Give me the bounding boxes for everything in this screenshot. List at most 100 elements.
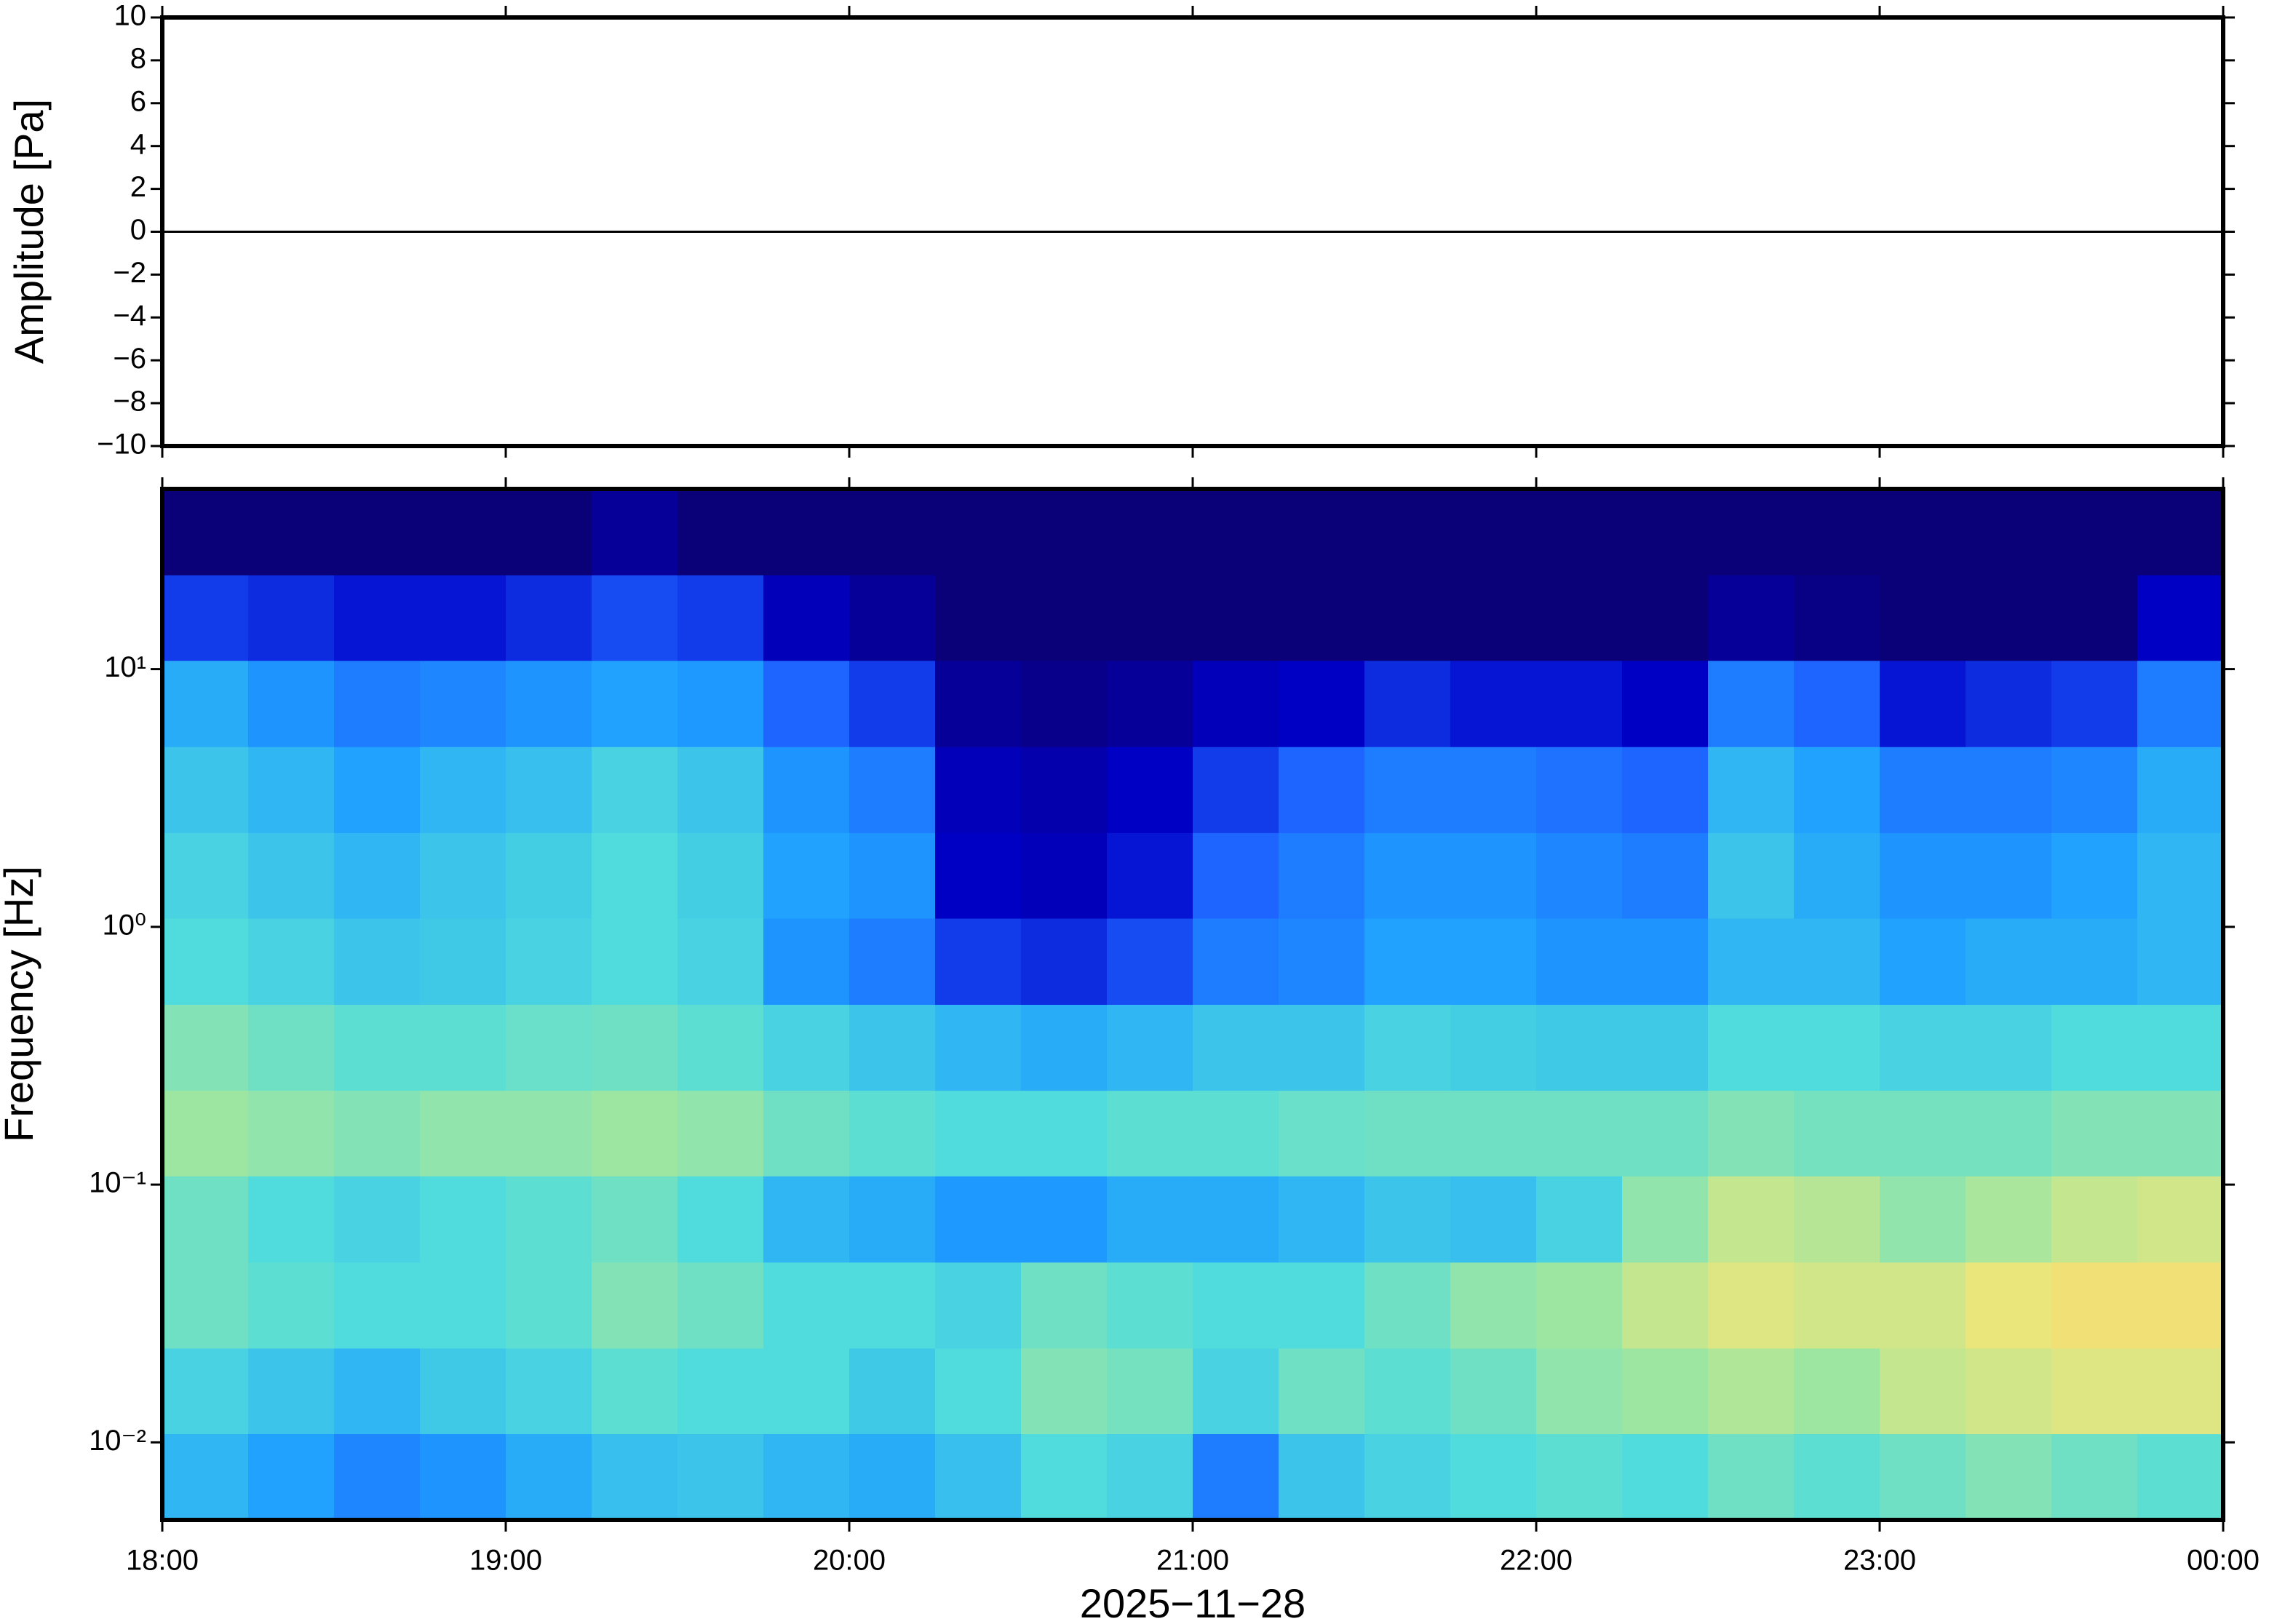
spectrogram-cell bbox=[677, 575, 764, 661]
spectrogram-cell bbox=[162, 1176, 249, 1263]
spectrogram-cell bbox=[1193, 575, 1279, 661]
spectrogram-cell bbox=[763, 660, 850, 747]
spectrogram-cell bbox=[1021, 1176, 1108, 1263]
spectrogram-cell bbox=[935, 918, 1022, 1005]
spectrogram-cell bbox=[1536, 575, 1623, 661]
spectrogram-cell bbox=[1107, 832, 1193, 919]
x-tick-label: 00:00 bbox=[2187, 1545, 2260, 1577]
y-tick-label: 8 bbox=[130, 42, 146, 74]
spectrogram-cell bbox=[849, 918, 936, 1005]
spectrogram-cell bbox=[1021, 747, 1108, 833]
spectrogram-cell bbox=[592, 1433, 678, 1521]
spectrogram-cell bbox=[162, 660, 249, 747]
spectrogram-cell bbox=[1279, 918, 1365, 1005]
spectrogram-cell bbox=[849, 747, 936, 833]
spectrogram-cell bbox=[592, 1090, 678, 1177]
spectrogram-cell bbox=[677, 832, 764, 919]
spectrogram-cell bbox=[506, 575, 592, 661]
spectrogram-cell bbox=[592, 832, 678, 919]
spectrogram-cell bbox=[162, 489, 249, 576]
spectrogram-cell bbox=[2051, 832, 2138, 919]
spectrogram-cell bbox=[935, 575, 1022, 661]
spectrogram-cell bbox=[334, 747, 421, 833]
spectrogram-cell bbox=[1450, 1004, 1537, 1091]
spectrogram-cell bbox=[2137, 1433, 2224, 1521]
spectrogram-cell bbox=[1622, 489, 1709, 576]
spectrogram-cell bbox=[1021, 1433, 1108, 1521]
spectrogram-cell bbox=[1536, 918, 1623, 1005]
spectrogram-cell bbox=[162, 1433, 249, 1521]
spectrogram-cell bbox=[1794, 1090, 1880, 1177]
spectrogram-cell bbox=[1880, 918, 1966, 1005]
spectrogram-cell bbox=[2051, 1262, 2138, 1349]
spectrogram-cell bbox=[2137, 918, 2224, 1005]
spectrogram-cell bbox=[162, 918, 249, 1005]
spectrogram-cell bbox=[1622, 1348, 1709, 1435]
spectrogram-cell bbox=[1279, 747, 1365, 833]
spectrogram-cell bbox=[1880, 1348, 1966, 1435]
spectrogram-cell bbox=[1536, 747, 1623, 833]
spectrogram-cell bbox=[849, 1348, 936, 1435]
spectrogram-cell bbox=[592, 489, 678, 576]
spectrogram-cell bbox=[1193, 1004, 1279, 1091]
spectrogram-cell bbox=[1364, 660, 1451, 747]
spectrogram-cell bbox=[849, 832, 936, 919]
spectrogram-cell bbox=[1450, 660, 1537, 747]
spectrogram-cell bbox=[1279, 575, 1365, 661]
spectrogram-cell bbox=[1364, 1004, 1451, 1091]
y-axis-label: Frequency [Hz] bbox=[0, 866, 41, 1142]
spectrogram-cell bbox=[420, 1433, 506, 1521]
y-tick-label: 10⁻¹ bbox=[89, 1167, 146, 1199]
spectrogram-cell bbox=[248, 1004, 335, 1091]
spectrogram-cell bbox=[1794, 1433, 1880, 1521]
spectrogram-cell bbox=[1794, 1176, 1880, 1263]
spectrogram-cell bbox=[162, 575, 249, 661]
spectrogram-cell bbox=[1021, 575, 1108, 661]
spectrogram-cell bbox=[2051, 1348, 2138, 1435]
spectrogram-cell bbox=[1708, 1176, 1795, 1263]
spectrogram-cell bbox=[849, 575, 936, 661]
spectrogram-cell bbox=[506, 1348, 592, 1435]
spectrogram-cell bbox=[1708, 575, 1795, 661]
spectrogram-cell bbox=[1622, 1090, 1709, 1177]
spectrogram-cell bbox=[248, 1348, 335, 1435]
spectrogram-cell bbox=[1107, 660, 1193, 747]
spectrogram-cell bbox=[1966, 1176, 2052, 1263]
spectrogram-cell bbox=[162, 1004, 249, 1091]
spectrogram-cell bbox=[1622, 918, 1709, 1005]
spectrogram-cell bbox=[1193, 832, 1279, 919]
spectrogram-cell bbox=[248, 489, 335, 576]
spectrogram-cell bbox=[1279, 832, 1365, 919]
spectrogram-cell bbox=[2051, 918, 2138, 1005]
y-tick-label: 0 bbox=[130, 214, 146, 246]
spectrogram-cell bbox=[1794, 660, 1880, 747]
spectrogram-cell bbox=[1708, 1433, 1795, 1521]
spectrogram-cell bbox=[420, 918, 506, 1005]
spectrogram-cell bbox=[935, 1176, 1022, 1263]
spectrogram-cell bbox=[1708, 1348, 1795, 1435]
spectrogram-cell bbox=[677, 1004, 764, 1091]
spectrogram-cell bbox=[1450, 832, 1537, 919]
spectrogram-cell bbox=[1966, 747, 2052, 833]
spectrogram-cell bbox=[248, 832, 335, 919]
x-tick-label: 19:00 bbox=[469, 1545, 542, 1577]
spectrogram-cell bbox=[334, 1262, 421, 1349]
spectrogram-cell bbox=[763, 832, 850, 919]
spectrogram-cell bbox=[677, 1262, 764, 1349]
spectrogram-cell bbox=[1966, 1004, 2052, 1091]
spectrogram-cell bbox=[1450, 575, 1537, 661]
spectrogram-cell bbox=[2137, 1004, 2224, 1091]
spectrogram-cell bbox=[1021, 660, 1108, 747]
spectrogram-cell bbox=[763, 747, 850, 833]
spectrogram-cell bbox=[592, 747, 678, 833]
spectrogram-cell bbox=[248, 575, 335, 661]
spectrogram-cell bbox=[763, 1004, 850, 1091]
y-tick-label: 4 bbox=[130, 128, 146, 160]
spectrogram-cell bbox=[1193, 918, 1279, 1005]
spectrogram-cell bbox=[2051, 747, 2138, 833]
spectrogram-cell bbox=[334, 1433, 421, 1521]
spectrogram-cell bbox=[506, 1090, 592, 1177]
spectrogram-cell bbox=[1364, 747, 1451, 833]
spectrogram-cell bbox=[1193, 1176, 1279, 1263]
